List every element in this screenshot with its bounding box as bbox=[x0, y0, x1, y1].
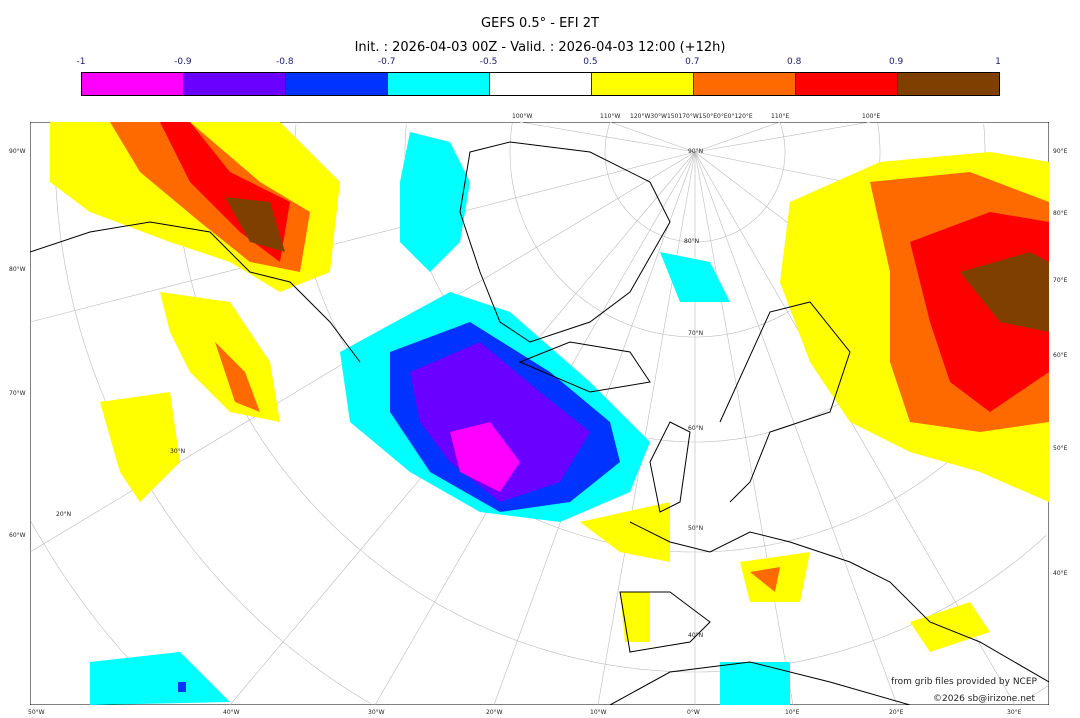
axis-label: 40°N bbox=[688, 632, 704, 639]
colorbar-tick: 0.8 bbox=[787, 57, 802, 67]
graticule-circle bbox=[1019, 685, 1049, 704]
axis-label: 0°W bbox=[687, 709, 700, 716]
colorbar-tick: 0.5 bbox=[583, 57, 598, 67]
colorbar-tick: -0.9 bbox=[174, 57, 192, 67]
axis-label: 100°E bbox=[862, 113, 881, 120]
axis-label: 30°E bbox=[1007, 709, 1022, 716]
axis-label: 20°N bbox=[56, 511, 72, 518]
colorbar bbox=[81, 72, 1000, 96]
axis-label: 40°E bbox=[1053, 570, 1068, 577]
colorbar-tick: 1 bbox=[995, 57, 1001, 67]
axis-label: 60°E bbox=[1053, 352, 1068, 359]
efi-map bbox=[30, 122, 1049, 705]
colorbar-tick: -0.8 bbox=[275, 57, 294, 67]
colorbar-tick: 0.7 bbox=[685, 57, 700, 67]
colorbar-swatch bbox=[694, 73, 796, 95]
axis-label: 50°E bbox=[1053, 445, 1068, 452]
copyright: ©2026 sb@irizone.net bbox=[933, 694, 1035, 704]
colorbar-swatch bbox=[388, 73, 490, 95]
axis-label: 80°W bbox=[9, 266, 26, 273]
colorbar-swatch bbox=[898, 73, 999, 95]
map-title: GEFS 0.5° - EFI 2T bbox=[481, 16, 599, 31]
axis-label: 70°N bbox=[688, 330, 704, 337]
colorbar-swatch bbox=[796, 73, 898, 95]
colorbar-swatch bbox=[286, 73, 388, 95]
axis-label: 60°N bbox=[688, 425, 704, 432]
axis-label: 110°E bbox=[771, 113, 790, 120]
axis-label: 90°N bbox=[688, 148, 704, 155]
axis-label: 50°N bbox=[688, 525, 704, 532]
colorbar-swatch bbox=[184, 73, 286, 95]
axis-label: 70°W bbox=[9, 390, 26, 397]
axis-label: 70°E bbox=[1053, 277, 1068, 284]
colorbar-swatch bbox=[592, 73, 694, 95]
axis-label: 90°E bbox=[1053, 148, 1068, 155]
colorbar-swatch bbox=[82, 73, 184, 95]
axis-label: 110°W bbox=[600, 113, 621, 120]
axis-label: 20°W bbox=[486, 709, 503, 716]
efi-fields bbox=[50, 122, 1049, 705]
axis-label: 20°E bbox=[889, 709, 904, 716]
colorbar-tick: -1 bbox=[76, 57, 86, 67]
colorbar-tick: 0.9 bbox=[888, 57, 904, 67]
graticule-circle bbox=[294, 124, 1049, 553]
axis-label: 10°E bbox=[785, 709, 800, 716]
graticule-circle bbox=[877, 123, 881, 152]
graticule-circle bbox=[779, 122, 786, 152]
axis-label: 80°N bbox=[684, 238, 700, 245]
colorbar-tick: -0.7 bbox=[377, 57, 396, 67]
colorbar-tick: -0.5 bbox=[479, 57, 498, 67]
graticule-circle bbox=[983, 124, 986, 152]
axis-label: 90°W bbox=[9, 148, 26, 155]
axis-label: 40°W bbox=[223, 709, 240, 716]
map-subtitle: Init. : 2026-04-03 00Z - Valid. : 2026-0… bbox=[354, 40, 726, 55]
axis-label: 30°W bbox=[368, 709, 385, 716]
source-credit: from grib files provided by NCEP bbox=[891, 677, 1037, 687]
coastlines bbox=[30, 141, 1049, 705]
axis-label: 10°W bbox=[590, 709, 607, 716]
colorbar-swatch bbox=[490, 73, 592, 95]
axis-label: 50°W bbox=[28, 709, 45, 716]
axis-label: 30°N bbox=[170, 448, 186, 455]
axis-label: 60°W bbox=[9, 532, 26, 539]
axis-label: 80°E bbox=[1053, 210, 1068, 217]
graticule-circle bbox=[604, 122, 786, 243]
axis-label: 120°W30°W150170°W150°E0°E0°120°E bbox=[630, 113, 753, 120]
axis-label: 100°W bbox=[512, 113, 533, 120]
